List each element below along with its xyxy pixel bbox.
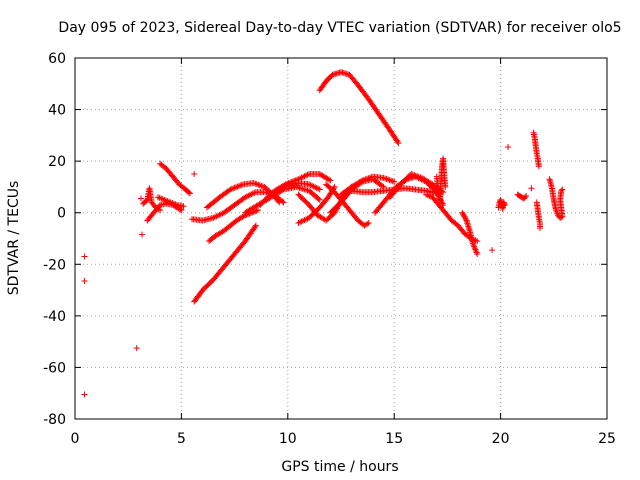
data-point xyxy=(357,178,364,185)
data-point xyxy=(501,201,508,208)
y-tick-label: -80 xyxy=(43,412,66,428)
data-point xyxy=(471,245,478,252)
x-tick-label: 20 xyxy=(492,431,510,447)
data-point xyxy=(500,199,507,206)
data-point xyxy=(235,183,242,190)
data-point xyxy=(472,248,479,255)
data-point xyxy=(501,200,508,207)
data-point xyxy=(180,203,187,210)
data-point xyxy=(438,197,445,204)
data-point xyxy=(238,181,245,188)
data-point xyxy=(391,178,398,185)
data-point xyxy=(523,192,530,199)
gridlines xyxy=(75,58,607,419)
chart-title: Day 095 of 2023, Sidereal Day-to-day VTE… xyxy=(58,20,621,36)
data-point xyxy=(505,143,512,150)
data-point xyxy=(395,140,402,147)
data-point xyxy=(81,391,88,398)
data-point xyxy=(133,345,140,352)
data-point xyxy=(186,190,193,197)
data-point xyxy=(275,198,282,205)
data-point xyxy=(379,182,386,189)
data-point xyxy=(178,207,185,214)
y-tick-label: -20 xyxy=(43,257,66,273)
data-point xyxy=(252,222,259,229)
y-tick-label: 0 xyxy=(57,206,66,222)
data-point xyxy=(191,171,198,178)
data-point xyxy=(316,186,323,193)
data-point xyxy=(276,199,283,206)
data-point xyxy=(473,249,480,256)
data-point xyxy=(234,183,241,190)
data-point xyxy=(470,242,477,249)
x-axis-label: GPS time / hours xyxy=(281,459,398,475)
data-point xyxy=(185,189,192,196)
data-point xyxy=(237,182,244,189)
data-point xyxy=(137,195,144,202)
data-point xyxy=(81,278,88,285)
data-point xyxy=(460,211,467,218)
data-point xyxy=(461,213,468,220)
data-point xyxy=(255,207,262,214)
data-point xyxy=(364,220,371,227)
x-tick-label: 0 xyxy=(71,431,80,447)
data-point xyxy=(474,238,481,245)
x-tick-label: 10 xyxy=(279,431,297,447)
axis-ticks: -80 -60 -40 -20 0 20 40 60 0 5 10 15 20 25 xyxy=(43,51,616,447)
data-point xyxy=(251,223,258,230)
data-point xyxy=(459,209,466,216)
data-point xyxy=(81,253,88,260)
data-point xyxy=(394,138,401,145)
data-point xyxy=(489,247,496,254)
y-tick-label: -60 xyxy=(43,360,66,376)
data-point xyxy=(471,243,478,250)
data-point xyxy=(327,177,334,184)
y-tick-label: 20 xyxy=(48,154,66,170)
data-point xyxy=(559,186,566,193)
data-point xyxy=(535,163,542,170)
data-point xyxy=(143,197,150,204)
data-point xyxy=(228,185,235,192)
data-point xyxy=(139,231,146,238)
data-point xyxy=(227,186,234,193)
data-point xyxy=(469,240,476,247)
data-point xyxy=(365,220,372,227)
x-tick-label: 25 xyxy=(598,431,616,447)
data-point xyxy=(240,213,247,220)
data-point xyxy=(233,184,240,191)
data-point xyxy=(460,212,467,219)
data-point xyxy=(536,225,543,232)
data-point xyxy=(558,187,565,194)
data-point xyxy=(231,184,238,191)
data-point xyxy=(315,195,322,202)
data-point xyxy=(528,185,535,192)
data-point xyxy=(442,183,449,190)
data-point xyxy=(522,194,529,201)
y-axis-label: SDTVAR / TECUs xyxy=(6,181,22,296)
data-point xyxy=(316,196,323,203)
data-point xyxy=(474,250,481,257)
data-point xyxy=(462,214,469,221)
y-tick-label: 60 xyxy=(48,51,66,67)
data-point xyxy=(326,176,333,183)
y-tick-label: 40 xyxy=(48,103,66,119)
plot-frame xyxy=(74,57,608,420)
x-tick-label: 15 xyxy=(385,431,403,447)
data-point xyxy=(472,246,479,253)
y-tick-label: -40 xyxy=(43,309,66,325)
data-point xyxy=(462,216,469,223)
data-point xyxy=(230,185,237,192)
data-marks xyxy=(81,69,566,398)
x-tick-label: 5 xyxy=(177,431,186,447)
